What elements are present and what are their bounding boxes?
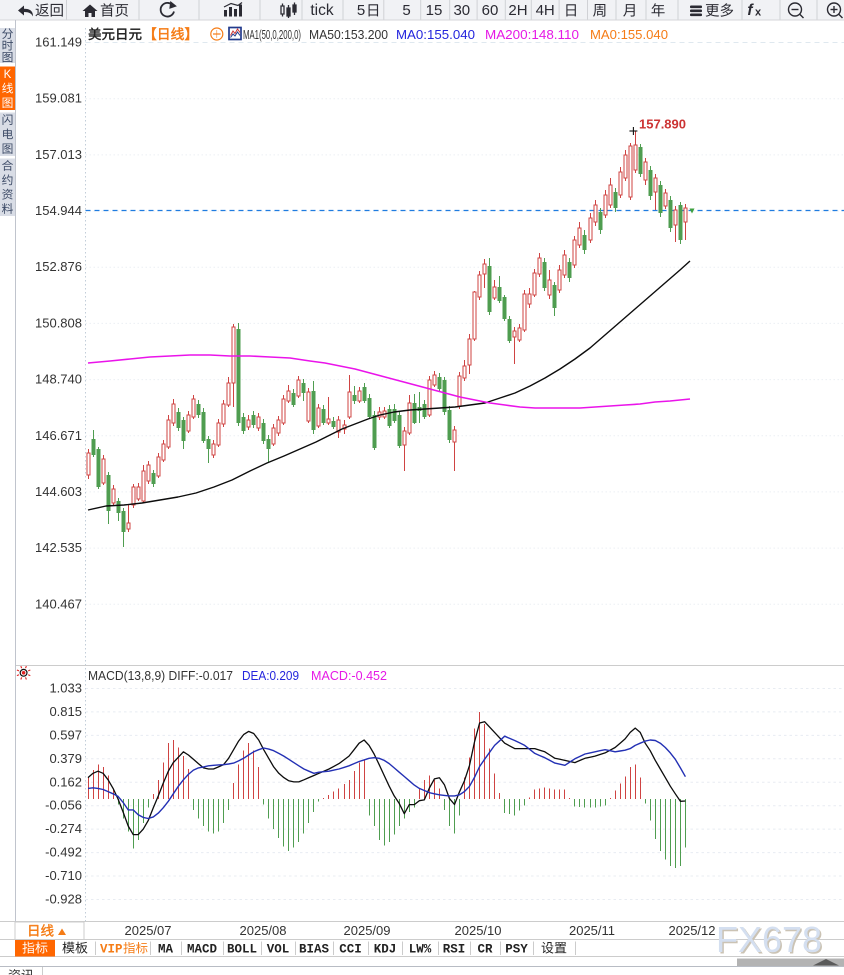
svg-text:148.740: 148.740 bbox=[35, 372, 82, 387]
svg-text:-0.056: -0.056 bbox=[45, 798, 82, 813]
svg-text:2025/11: 2025/11 bbox=[569, 923, 615, 938]
svg-text:2025/08: 2025/08 bbox=[240, 923, 287, 938]
svg-text:144.603: 144.603 bbox=[35, 484, 82, 499]
svg-text:157.013: 157.013 bbox=[35, 147, 82, 162]
svg-text:4H: 4H bbox=[536, 2, 555, 19]
svg-text:-0.710: -0.710 bbox=[45, 868, 82, 883]
svg-text:CCI: CCI bbox=[339, 943, 362, 957]
svg-text:-0.274: -0.274 bbox=[45, 821, 82, 836]
svg-text:MA0:155.040: MA0:155.040 bbox=[590, 27, 668, 42]
svg-text:1.033: 1.033 bbox=[49, 681, 82, 696]
svg-text:15: 15 bbox=[426, 2, 443, 19]
svg-text:140.467: 140.467 bbox=[35, 596, 82, 611]
svg-text:KDJ: KDJ bbox=[374, 943, 397, 957]
svg-text:MA1(50,0,200,0): MA1(50,0,200,0) bbox=[243, 27, 301, 42]
svg-text:146.671: 146.671 bbox=[35, 428, 82, 443]
svg-text:tick: tick bbox=[310, 2, 334, 19]
svg-text:K: K bbox=[4, 69, 12, 81]
svg-text:60: 60 bbox=[482, 2, 499, 19]
svg-text:MA200:148.110: MA200:148.110 bbox=[485, 27, 579, 42]
svg-text:2025/07: 2025/07 bbox=[125, 923, 172, 938]
svg-text:VOL: VOL bbox=[267, 943, 290, 957]
svg-text:BOLL: BOLL bbox=[227, 943, 257, 957]
svg-text:MACD:-0.452: MACD:-0.452 bbox=[311, 668, 387, 683]
svg-text:BIAS: BIAS bbox=[299, 943, 330, 957]
svg-text:FX678: FX678 bbox=[716, 919, 822, 960]
svg-text:RSI: RSI bbox=[443, 943, 466, 957]
svg-text:157.890: 157.890 bbox=[639, 117, 686, 132]
svg-text:150.808: 150.808 bbox=[35, 315, 82, 330]
svg-text:0.815: 0.815 bbox=[49, 704, 82, 719]
svg-text:MA: MA bbox=[158, 943, 174, 957]
svg-text:CR: CR bbox=[477, 943, 493, 957]
svg-text:161.149: 161.149 bbox=[35, 35, 82, 50]
svg-text:2025/12: 2025/12 bbox=[669, 923, 716, 938]
svg-text:2025/10: 2025/10 bbox=[455, 923, 502, 938]
svg-text:FX678: FX678 bbox=[718, 921, 824, 962]
svg-text:f: f bbox=[747, 2, 754, 19]
svg-text:LW%: LW% bbox=[409, 943, 432, 957]
svg-text:0.597: 0.597 bbox=[49, 727, 82, 742]
svg-text:PSY: PSY bbox=[505, 943, 528, 957]
svg-text:MA50:153.200: MA50:153.200 bbox=[309, 27, 388, 42]
svg-text:0.162: 0.162 bbox=[49, 774, 82, 789]
svg-text:142.535: 142.535 bbox=[35, 540, 82, 555]
svg-text:x: x bbox=[755, 7, 762, 19]
svg-text:5: 5 bbox=[402, 2, 410, 19]
svg-text:-0.928: -0.928 bbox=[45, 892, 82, 907]
svg-text:MA0:155.040: MA0:155.040 bbox=[396, 27, 475, 42]
svg-text:159.081: 159.081 bbox=[35, 91, 82, 106]
svg-text:2025/09: 2025/09 bbox=[344, 923, 391, 938]
svg-text:2H: 2H bbox=[508, 2, 527, 19]
svg-text:MACD: MACD bbox=[187, 943, 218, 957]
svg-text:VIP: VIP bbox=[100, 943, 123, 957]
svg-text:0.379: 0.379 bbox=[49, 751, 82, 766]
svg-text:5: 5 bbox=[357, 2, 365, 19]
svg-text:30: 30 bbox=[453, 2, 470, 19]
svg-text:MACD(13,8,9) DIFF:-0.017: MACD(13,8,9) DIFF:-0.017 bbox=[88, 668, 233, 683]
svg-text:154.944: 154.944 bbox=[35, 203, 82, 218]
svg-text:DEA:0.209: DEA:0.209 bbox=[242, 668, 299, 683]
svg-text:-0.492: -0.492 bbox=[45, 845, 82, 860]
svg-text:152.876: 152.876 bbox=[35, 259, 82, 274]
